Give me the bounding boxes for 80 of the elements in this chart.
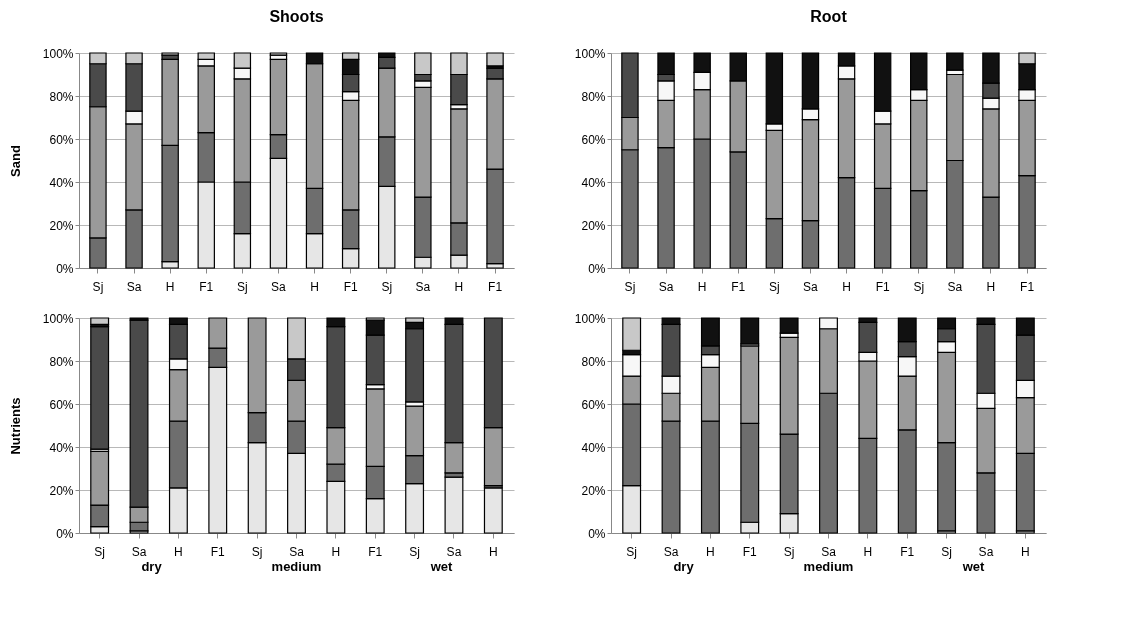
y-tick-label: 40% <box>49 440 74 455</box>
x-tick-label: F1 <box>1020 279 1035 294</box>
x-tick-label: H <box>1021 544 1030 559</box>
y-tick-label: 40% <box>581 440 606 455</box>
y-tick-label: 40% <box>581 175 606 190</box>
x-tick-label: Sa <box>821 544 837 559</box>
x-tick-label: F1 <box>900 544 915 559</box>
x-tick-label: F1 <box>210 544 226 559</box>
x-tick-label: F1 <box>199 279 214 294</box>
x-tick-label: H <box>863 544 873 559</box>
x-tick-label: H <box>174 544 183 559</box>
y-tick-label: 20% <box>581 218 606 233</box>
chart-title: Root <box>810 8 848 25</box>
y-tick-label: 0% <box>588 261 606 276</box>
y-tick-label: 0% <box>56 526 74 541</box>
y-tick-label: 20% <box>49 483 74 498</box>
x-tick-label: Sa <box>131 544 147 559</box>
x-tick-label: Sj <box>769 279 780 294</box>
x-tick-label: F1 <box>343 279 358 294</box>
x-tick-label: H <box>842 279 851 294</box>
text: dry <box>141 559 163 574</box>
x-tick-label: Sa <box>978 544 994 559</box>
x-tick-label: F1 <box>731 279 746 294</box>
x-tick-label: Sj <box>381 279 393 294</box>
x-tick-label: Sa <box>658 279 674 294</box>
y-tick-label: 0% <box>56 261 74 276</box>
x-tick-label: H <box>697 279 707 294</box>
x-tick-label: H <box>986 279 996 294</box>
x-tick-label: H <box>454 279 464 294</box>
x-tick-label: Sa <box>126 279 142 294</box>
y-tick-label: 100% <box>42 46 74 61</box>
y-tick-label: 80% <box>581 354 606 369</box>
x-tick-label: H <box>706 544 715 559</box>
y-axis-title: Sand <box>7 145 23 177</box>
y-tick-label: 80% <box>581 89 606 104</box>
x-tick-label: Sa <box>663 544 679 559</box>
text: wet <box>429 559 454 574</box>
y-tick-label: 40% <box>49 175 74 190</box>
x-tick-label: Sa <box>289 544 305 559</box>
y-tick-label: 60% <box>581 397 606 412</box>
x-tick-label: Sa <box>446 544 462 559</box>
y-tick-label: 0% <box>588 526 606 541</box>
x-tick-label: Sj <box>626 544 637 559</box>
y-tick-label: 20% <box>49 218 74 233</box>
y-tick-label: 80% <box>49 89 74 104</box>
x-tick-label: H <box>331 544 341 559</box>
y-tick-label: 60% <box>49 397 74 412</box>
x-tick-label: F1 <box>368 544 383 559</box>
y-tick-label: 60% <box>49 132 74 147</box>
x-tick-label: Sa <box>271 279 287 294</box>
x-tick-label: Sj <box>237 279 248 294</box>
text: medium <box>271 559 322 574</box>
y-tick-label: 20% <box>581 483 606 498</box>
x-tick-label: Sj <box>92 279 104 294</box>
text: dry <box>673 559 695 574</box>
x-tick-label: Sa <box>947 279 963 294</box>
y-tick-label: 100% <box>574 311 606 326</box>
chart-title: Shoots <box>269 8 324 25</box>
y-tick-label: 60% <box>581 132 606 147</box>
y-axis-title: Nutrients <box>7 397 23 455</box>
x-tick-label: F1 <box>742 544 758 559</box>
x-tick-label: Sj <box>783 544 795 559</box>
text: medium <box>803 559 854 574</box>
x-tick-label: Sj <box>94 544 105 559</box>
x-tick-label: Sj <box>941 544 952 559</box>
x-tick-label: F1 <box>488 279 503 294</box>
x-tick-label: Sa <box>415 279 431 294</box>
x-tick-label: Sj <box>624 279 636 294</box>
y-tick-label: 100% <box>574 46 606 61</box>
x-tick-label: Sa <box>803 279 819 294</box>
x-tick-label: Sj <box>409 544 420 559</box>
y-tick-label: 100% <box>42 311 74 326</box>
x-tick-label: Sj <box>913 279 925 294</box>
x-tick-label: Sj <box>251 544 263 559</box>
text: wet <box>961 559 986 574</box>
y-tick-label: 80% <box>49 354 74 369</box>
x-tick-label: H <box>489 544 498 559</box>
x-tick-label: F1 <box>875 279 890 294</box>
x-tick-label: H <box>310 279 319 294</box>
x-tick-label: H <box>165 279 175 294</box>
